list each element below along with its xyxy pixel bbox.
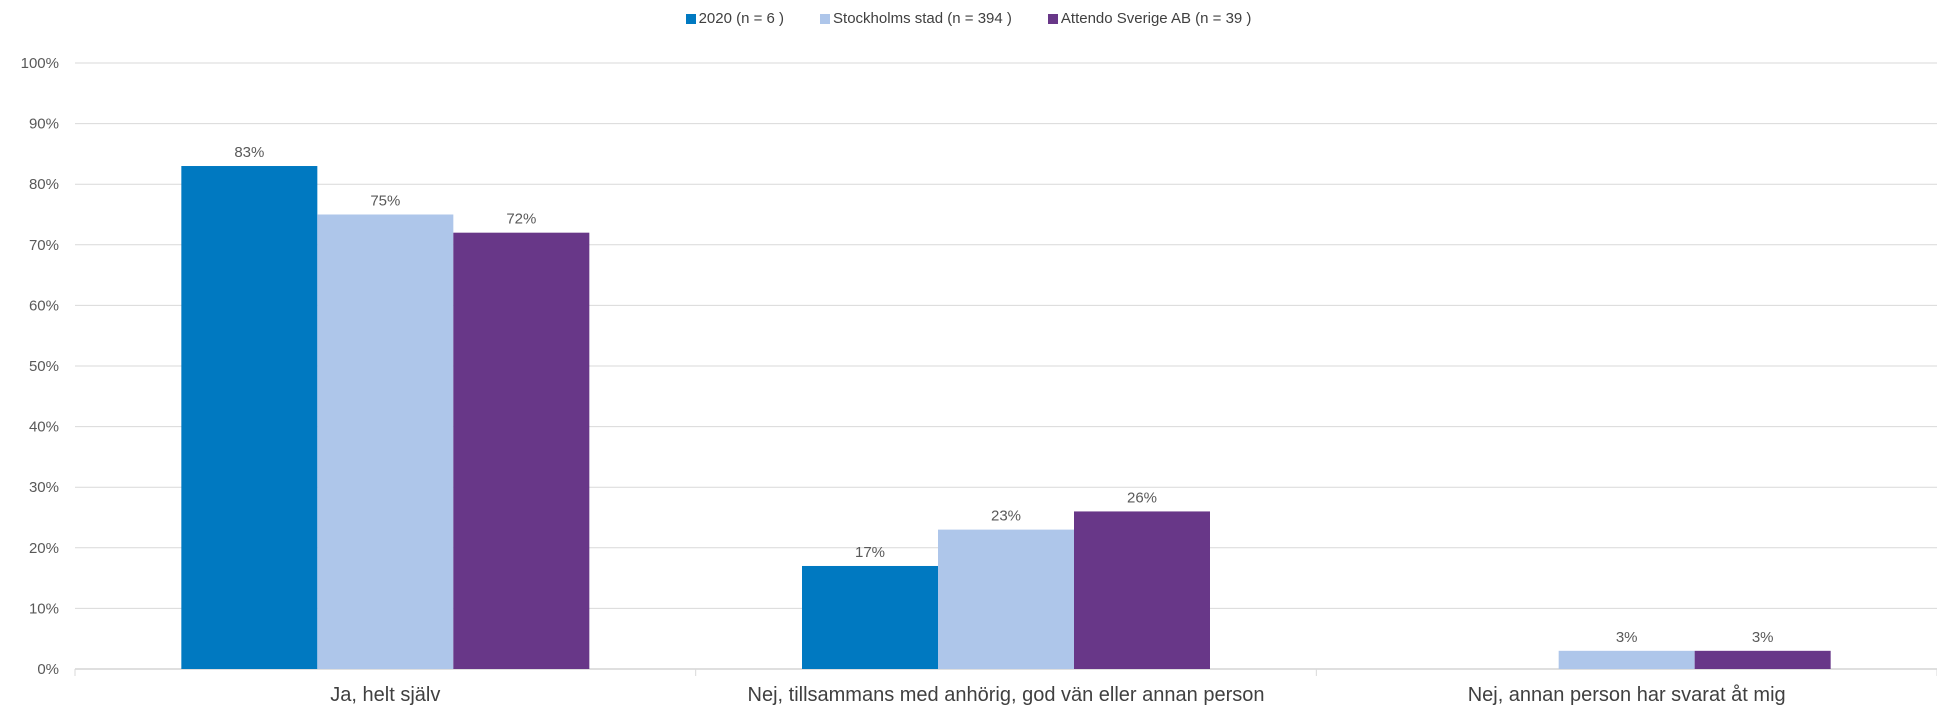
y-tick-label: 100% bbox=[21, 55, 59, 72]
data-label: 75% bbox=[370, 193, 400, 210]
y-tick-label: 0% bbox=[37, 661, 59, 678]
y-tick-label: 10% bbox=[29, 600, 59, 617]
category-label: Ja, helt själv bbox=[330, 684, 440, 706]
bar bbox=[938, 529, 1074, 669]
data-label: 26% bbox=[1127, 489, 1157, 506]
bar bbox=[802, 565, 938, 669]
bar bbox=[181, 166, 318, 669]
data-label: 17% bbox=[855, 544, 885, 561]
data-label: 83% bbox=[234, 144, 264, 161]
bar bbox=[1694, 650, 1831, 669]
legend-item: Stockholms stad (n = 394 ) bbox=[820, 10, 1012, 27]
data-label: 3% bbox=[1616, 629, 1638, 646]
y-tick-label: 50% bbox=[29, 358, 59, 375]
legend-swatch bbox=[1047, 13, 1058, 24]
y-tick-label: 90% bbox=[29, 116, 59, 133]
legend: 2020 (n = 6 ) Stockholms stad (n = 394 ) A… bbox=[0, 10, 1937, 27]
bar bbox=[453, 232, 590, 669]
data-label: 72% bbox=[506, 211, 536, 228]
legend-label: Attendo Sverige AB (n = 39 ) bbox=[1060, 10, 1252, 27]
y-tick-label: 60% bbox=[29, 297, 59, 314]
category-label: Nej, annan person har svarat åt mig bbox=[1468, 684, 1786, 706]
legend-label: 2020 (n = 6 ) bbox=[698, 10, 785, 27]
legend-swatch bbox=[820, 13, 831, 24]
bar bbox=[317, 214, 454, 669]
y-tick-label: 80% bbox=[29, 176, 59, 193]
legend-item: 2020 (n = 6 ) bbox=[685, 10, 785, 27]
y-tick-label: 20% bbox=[29, 540, 59, 557]
y-tick-label: 70% bbox=[29, 237, 59, 254]
data-label: 23% bbox=[991, 508, 1021, 525]
legend-label: Stockholms stad (n = 394 ) bbox=[833, 10, 1012, 27]
y-tick-label: 40% bbox=[29, 419, 59, 436]
y-tick-label: 30% bbox=[29, 479, 59, 496]
bar bbox=[1558, 650, 1695, 669]
data-label: 3% bbox=[1752, 629, 1774, 646]
bar bbox=[1074, 511, 1210, 669]
legend-item: Attendo Sverige AB (n = 39 ) bbox=[1047, 10, 1252, 27]
legend-swatch bbox=[685, 13, 696, 24]
category-label: Nej, tillsammans med anhörig, god vän el… bbox=[748, 684, 1265, 706]
